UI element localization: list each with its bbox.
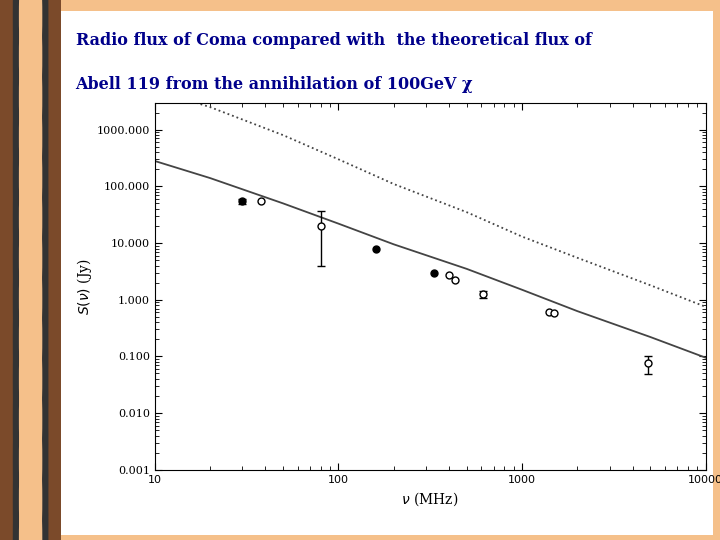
Circle shape	[19, 362, 42, 540]
Text: Abell 119 from the annihilation of 100GeV χ: Abell 119 from the annihilation of 100Ge…	[76, 76, 473, 92]
Circle shape	[19, 161, 42, 355]
Y-axis label: $S(\nu)$ (Jy): $S(\nu)$ (Jy)	[75, 258, 94, 315]
Circle shape	[14, 228, 48, 530]
Circle shape	[14, 187, 48, 490]
Circle shape	[19, 443, 42, 540]
Circle shape	[19, 0, 42, 154]
Circle shape	[19, 0, 42, 113]
Circle shape	[14, 348, 48, 540]
Text: Radio flux of Coma compared with  the theoretical flux of: Radio flux of Coma compared with the the…	[76, 32, 591, 49]
Circle shape	[14, 66, 48, 369]
Circle shape	[14, 0, 48, 288]
Circle shape	[19, 40, 42, 234]
Circle shape	[19, 241, 42, 436]
X-axis label: $\nu$ (MHz): $\nu$ (MHz)	[402, 490, 459, 508]
Circle shape	[14, 308, 48, 540]
Circle shape	[14, 26, 48, 328]
Circle shape	[19, 0, 42, 194]
Circle shape	[19, 120, 42, 315]
Circle shape	[14, 0, 48, 208]
Circle shape	[19, 282, 42, 476]
Circle shape	[19, 201, 42, 395]
Circle shape	[14, 268, 48, 540]
Circle shape	[19, 322, 42, 516]
Circle shape	[14, 147, 48, 449]
Circle shape	[14, 107, 48, 409]
Circle shape	[14, 389, 48, 540]
Circle shape	[19, 80, 42, 274]
Circle shape	[14, 0, 48, 167]
Circle shape	[19, 402, 42, 540]
Circle shape	[14, 0, 48, 248]
